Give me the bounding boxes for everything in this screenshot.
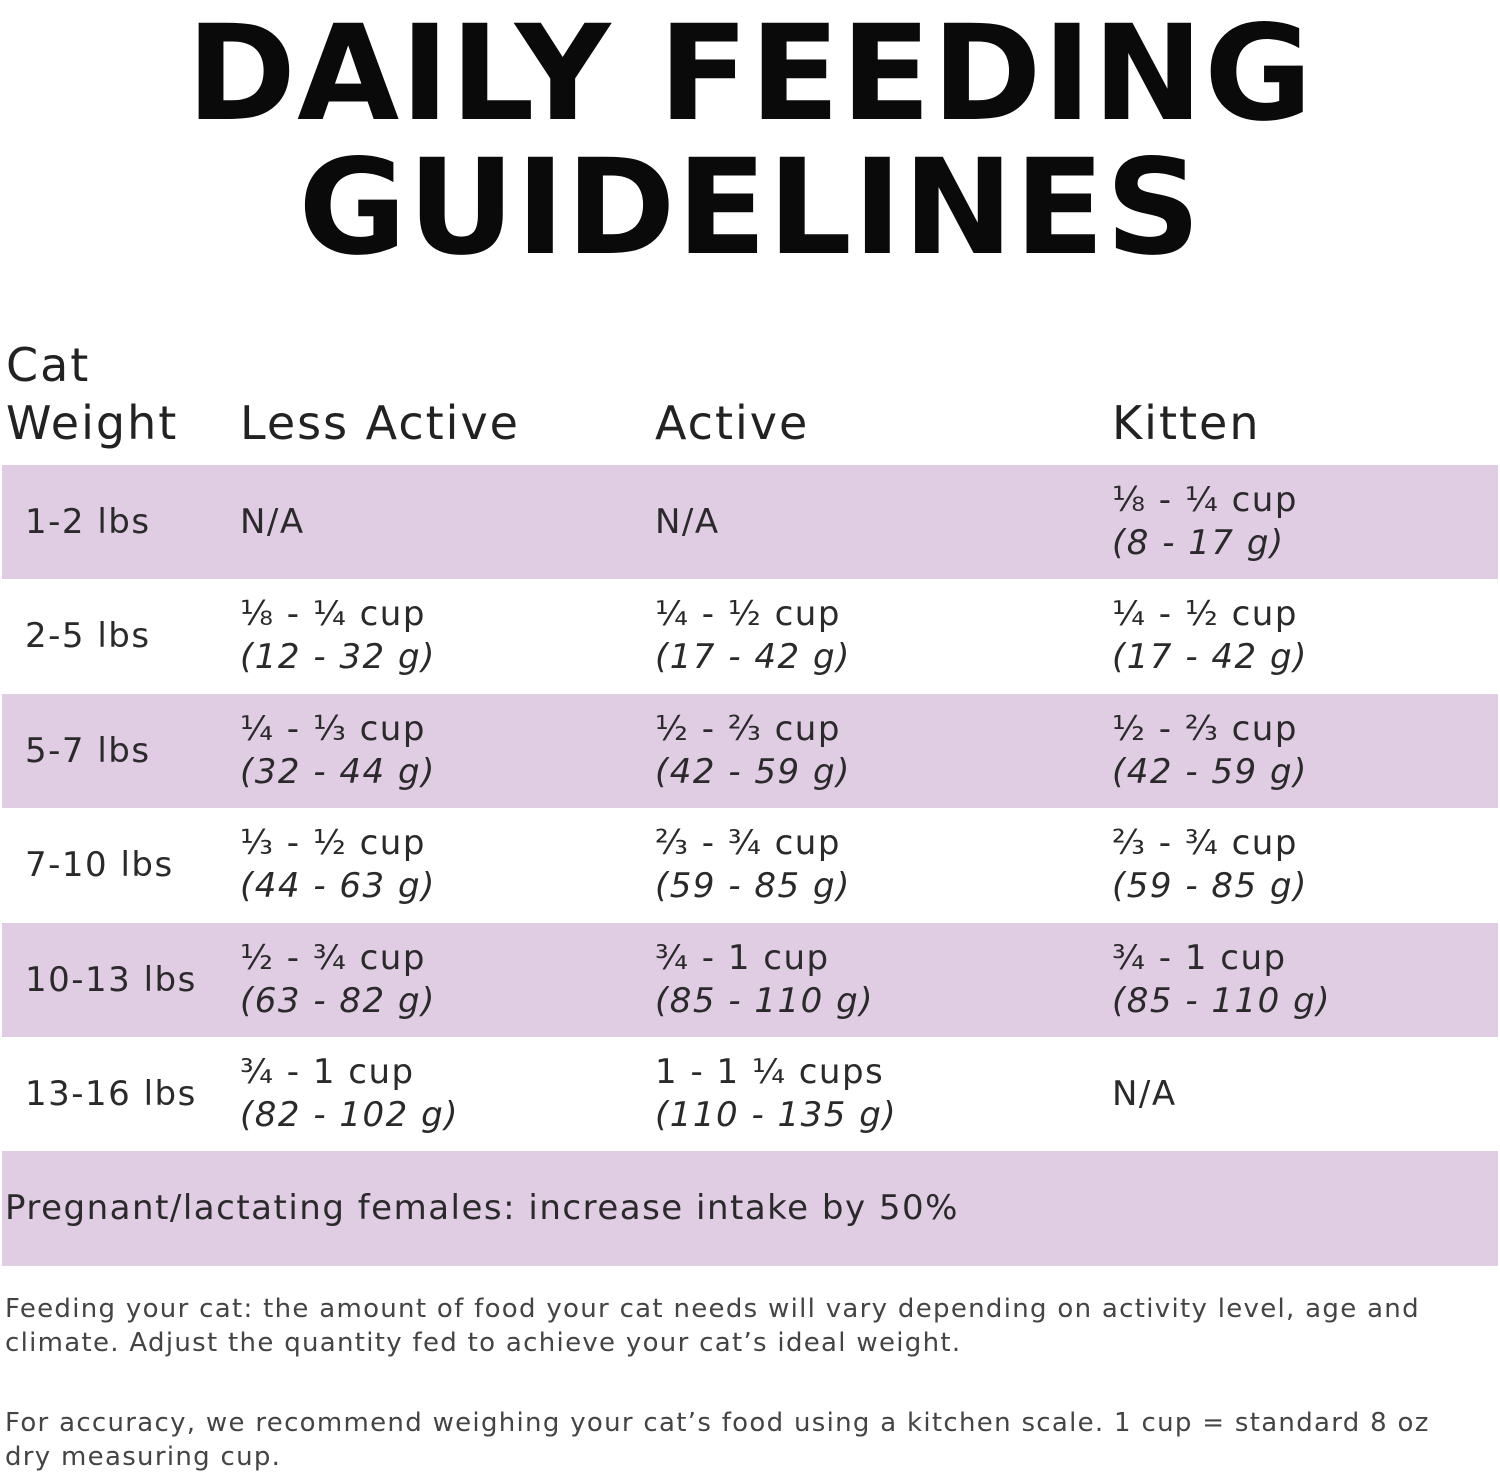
cups: ¾ - 1 cup (1112, 937, 1287, 978)
cups: N/A (240, 502, 305, 542)
grams: (85 - 110 g) (1112, 980, 1331, 1021)
grams: (59 - 85 g) (655, 866, 851, 907)
grams: (12 - 32 g) (240, 637, 436, 678)
header-column: Kitten (1112, 396, 1261, 450)
cups: ⅛ - ¼ cup (1112, 480, 1298, 520)
grams: (42 - 59 g) (1112, 751, 1308, 792)
title-line: GUIDELINES (298, 131, 1202, 285)
weight: 1-2 lbs (25, 502, 151, 542)
note: For accuracy, we recommend weighing your… (5, 1408, 1430, 1472)
row-band (2, 465, 1498, 580)
cups: ⅔ - ¾ cup (1112, 823, 1298, 864)
weight: 10-13 lbs (25, 959, 197, 1000)
cups: ¼ - ½ cup (1112, 594, 1298, 635)
header-column: Less Active (240, 396, 520, 450)
grams: (59 - 85 g) (1112, 866, 1308, 907)
grams: (8 - 17 g) (1112, 523, 1285, 563)
row-band (2, 1151, 1498, 1266)
weight: 2-5 lbs (25, 616, 151, 657)
header-weight: Weight (6, 396, 179, 450)
cups: 1 - 1 ¼ cups (655, 1052, 885, 1092)
grams: (82 - 102 g) (240, 1095, 459, 1135)
row-band (2, 922, 1498, 1037)
cups: N/A (1112, 1074, 1177, 1114)
weight: 13-16 lbs (25, 1074, 197, 1114)
grams: (17 - 42 g) (655, 637, 851, 678)
cups: ¼ - ⅓ cup (240, 708, 426, 749)
cups: N/A (655, 502, 720, 542)
row-band (2, 693, 1498, 809)
grams: (63 - 82 g) (240, 980, 436, 1021)
cups: ½ - ⅔ cup (655, 708, 841, 749)
weight: 7-10 lbs (25, 845, 174, 886)
grams: (42 - 59 g) (655, 751, 851, 792)
header-column: Active (655, 396, 810, 450)
cups: ¾ - 1 cup (655, 937, 830, 978)
cups: ⅔ - ¾ cup (655, 823, 841, 864)
grams: (17 - 42 g) (1112, 637, 1308, 678)
cups: ½ - ¾ cup (240, 937, 426, 978)
grams: (85 - 110 g) (655, 980, 874, 1021)
note: Feeding your cat: the amount of food you… (5, 1294, 1420, 1358)
title-line: DAILY FEEDING (186, 0, 1314, 151)
cups: ¾ - 1 cup (240, 1052, 415, 1092)
cups: ⅓ - ½ cup (240, 823, 426, 864)
note-row: Pregnant/lactating females: increase int… (5, 1188, 959, 1229)
grams: (110 - 135 g) (655, 1095, 898, 1135)
cups: ⅛ - ¼ cup (240, 594, 426, 635)
cups: ¼ - ½ cup (655, 594, 841, 635)
header-weight: Cat (6, 338, 91, 392)
cups: ½ - ⅔ cup (1112, 708, 1298, 749)
grams: (44 - 63 g) (240, 866, 436, 907)
weight: 5-7 lbs (25, 730, 151, 771)
grams: (32 - 44 g) (240, 751, 436, 792)
